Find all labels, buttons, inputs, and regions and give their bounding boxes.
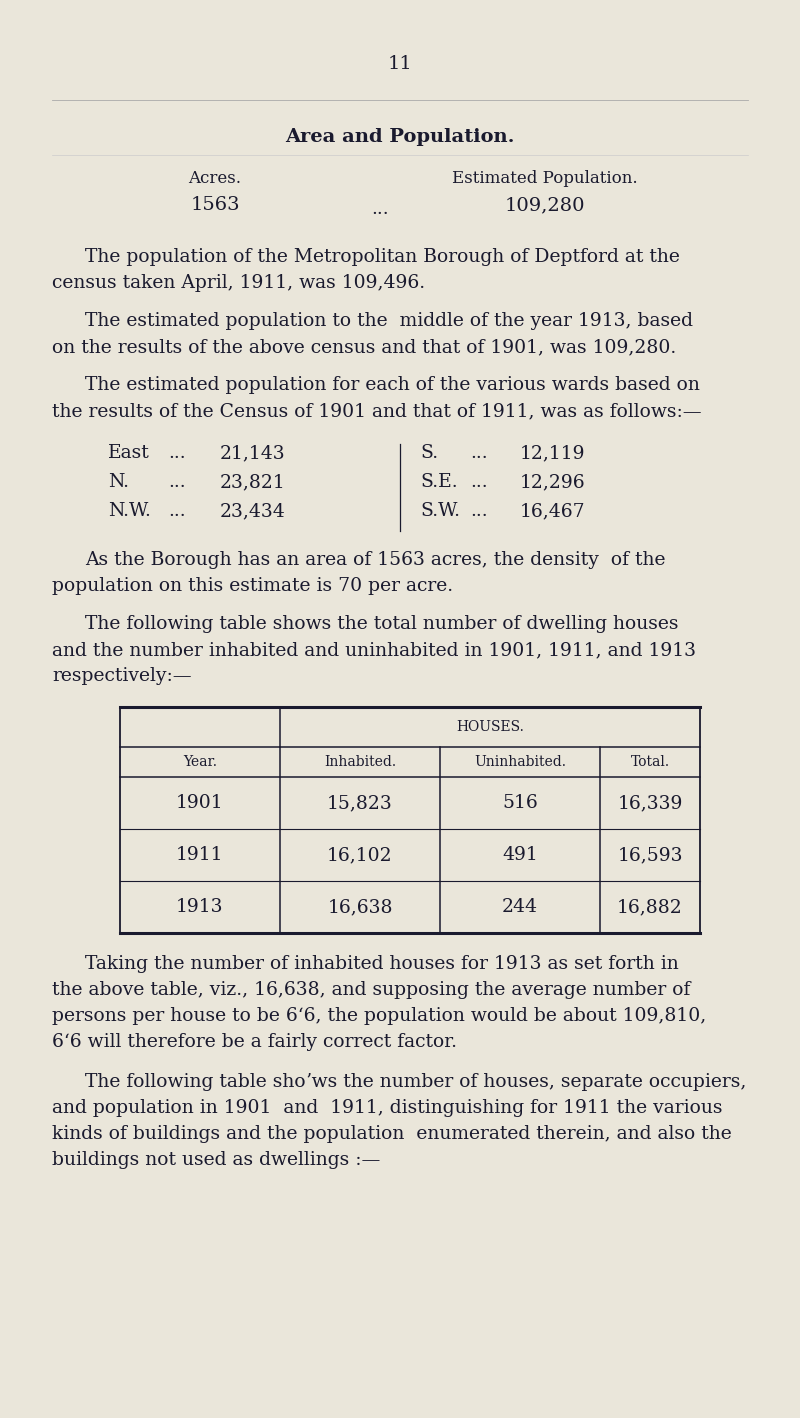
Text: respectively:—: respectively:— <box>52 666 192 685</box>
Text: The population of the Metropolitan Borough of Deptford at the: The population of the Metropolitan Borou… <box>85 248 680 267</box>
Text: East: East <box>108 444 150 462</box>
Text: 1901: 1901 <box>176 794 224 813</box>
Text: 12,296: 12,296 <box>520 474 586 491</box>
Text: 16,593: 16,593 <box>618 847 682 864</box>
Text: 16,467: 16,467 <box>520 502 586 520</box>
Text: 16,882: 16,882 <box>617 898 683 916</box>
Text: the results of the Census of 1901 and that of 1911, was as follows:—: the results of the Census of 1901 and th… <box>52 401 702 420</box>
Text: the above table, viz., 16,638, and supposing the average number of: the above table, viz., 16,638, and suppo… <box>52 981 690 1000</box>
Text: kinds of buildings and the population  enumerated therein, and also the: kinds of buildings and the population en… <box>52 1124 732 1143</box>
Text: 23,821: 23,821 <box>220 474 286 491</box>
Text: HOUSES.: HOUSES. <box>456 720 524 735</box>
Text: Total.: Total. <box>630 754 670 769</box>
Text: Estimated Population.: Estimated Population. <box>452 170 638 187</box>
Text: ...: ... <box>470 474 488 491</box>
Text: S.W.: S.W. <box>420 502 460 520</box>
Text: The estimated population to the  middle of the year 1913, based: The estimated population to the middle o… <box>85 312 693 330</box>
Text: 16,102: 16,102 <box>327 847 393 864</box>
Text: Uninhabited.: Uninhabited. <box>474 754 566 769</box>
Text: S.: S. <box>420 444 438 462</box>
Text: 16,638: 16,638 <box>327 898 393 916</box>
Text: Taking the number of inhabited houses for 1913 as set forth in: Taking the number of inhabited houses fo… <box>85 954 678 973</box>
Text: on the results of the above census and that of 1901, was 109,280.: on the results of the above census and t… <box>52 337 676 356</box>
Text: 21,143: 21,143 <box>220 444 286 462</box>
Text: ...: ... <box>168 444 186 462</box>
Text: and the number inhabited and uninhabited in 1901, 1911, and 1913: and the number inhabited and uninhabited… <box>52 641 696 659</box>
Text: and population in 1901  and  1911, distinguishing for 1911 the various: and population in 1901 and 1911, disting… <box>52 1099 722 1117</box>
Text: Area and Population.: Area and Population. <box>286 128 514 146</box>
Text: 109,280: 109,280 <box>505 196 586 214</box>
Text: ...: ... <box>470 502 488 520</box>
Text: persons per house to be 6‘6, the population would be about 109,810,: persons per house to be 6‘6, the populat… <box>52 1007 706 1025</box>
Text: 23,434: 23,434 <box>220 502 286 520</box>
Text: 516: 516 <box>502 794 538 813</box>
Text: Inhabited.: Inhabited. <box>324 754 396 769</box>
Text: ...: ... <box>168 474 186 491</box>
Text: The estimated population for each of the various wards based on: The estimated population for each of the… <box>85 376 700 394</box>
Text: Acres.: Acres. <box>189 170 242 187</box>
Text: 6‘6 will therefore be a fairly correct factor.: 6‘6 will therefore be a fairly correct f… <box>52 1032 457 1051</box>
Text: S.E.: S.E. <box>420 474 458 491</box>
Text: ...: ... <box>470 444 488 462</box>
Text: The following table shoʼws the number of houses, separate occupiers,: The following table shoʼws the number of… <box>85 1073 746 1090</box>
Text: census taken April, 1911, was 109,496.: census taken April, 1911, was 109,496. <box>52 274 425 292</box>
Text: N.: N. <box>108 474 129 491</box>
Text: population on this estimate is 70 per acre.: population on this estimate is 70 per ac… <box>52 577 453 596</box>
Text: ...: ... <box>371 200 389 218</box>
Text: N.W.: N.W. <box>108 502 151 520</box>
Text: 1563: 1563 <box>190 196 240 214</box>
Text: 1911: 1911 <box>176 847 224 864</box>
Text: ...: ... <box>168 502 186 520</box>
Text: 16,339: 16,339 <box>618 794 682 813</box>
Text: 491: 491 <box>502 847 538 864</box>
Text: As the Borough has an area of 1563 acres, the density  of the: As the Borough has an area of 1563 acres… <box>85 552 666 569</box>
Text: The following table shows the total number of dwelling houses: The following table shows the total numb… <box>85 615 678 632</box>
Text: 11: 11 <box>388 55 412 72</box>
Text: buildings not used as dwellings :—: buildings not used as dwellings :— <box>52 1151 380 1168</box>
Text: 12,119: 12,119 <box>520 444 586 462</box>
Text: Year.: Year. <box>183 754 217 769</box>
Text: 1913: 1913 <box>176 898 224 916</box>
Text: 244: 244 <box>502 898 538 916</box>
Text: 15,823: 15,823 <box>327 794 393 813</box>
